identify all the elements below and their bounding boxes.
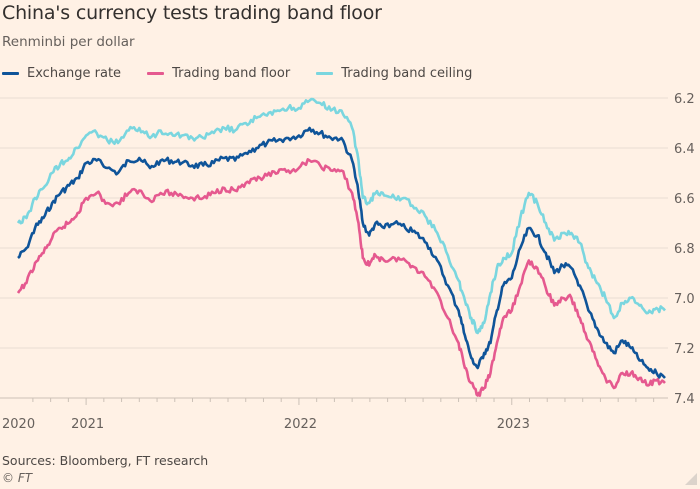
legend-item-trading-band-ceiling: Trading band ceiling [316,66,472,81]
x-tick-label: 2022 [284,417,317,432]
y-tick-label: 7.4 [674,392,695,407]
source-note: Sources: Bloomberg, FT research [2,453,209,468]
legend-swatch-trading-band-floor [147,72,165,75]
x-axis: 2020 2021 2022 2023 [2,398,655,432]
y-tick-label: 6.6 [674,192,695,207]
y-tick-label: 7.2 [674,342,695,357]
y-tick-label: 6.2 [674,92,695,107]
legend-item-trading-band-floor: Trading band floor [147,66,290,81]
legend-swatch-exchange-rate [2,72,19,75]
copyright: © FT [2,471,33,485]
legend: Exchange rate Trading band floor Trading… [2,66,498,81]
resize-handle-icon [685,473,697,485]
series-line-trading-band-floor [16,158,666,397]
series-line-exchange-rate [17,126,666,379]
chart-title: China's currency tests trading band floo… [2,2,382,24]
gridlines [0,97,668,399]
legend-label: Trading band ceiling [341,66,473,81]
y-tick-label: 7.0 [674,292,695,307]
x-tick-label: 2021 [71,417,104,432]
y-tick-label: 6.8 [674,242,695,257]
series-lines [16,97,667,397]
legend-label: Trading band floor [172,66,291,81]
y-tick-label: 6.4 [674,142,695,157]
series-line-trading-band-ceiling [16,97,667,335]
chart-subtitle: Renminbi per dollar [2,34,135,50]
y-axis: 6.2 6.4 6.6 6.8 7.0 7.2 7.4 [674,92,695,407]
legend-swatch-trading-band-ceiling [316,72,334,75]
legend-label: Exchange rate [27,66,122,81]
x-tick-label: 2020 [2,417,35,432]
x-tick-label: 2023 [497,417,530,432]
legend-item-exchange-rate: Exchange rate [2,66,121,81]
